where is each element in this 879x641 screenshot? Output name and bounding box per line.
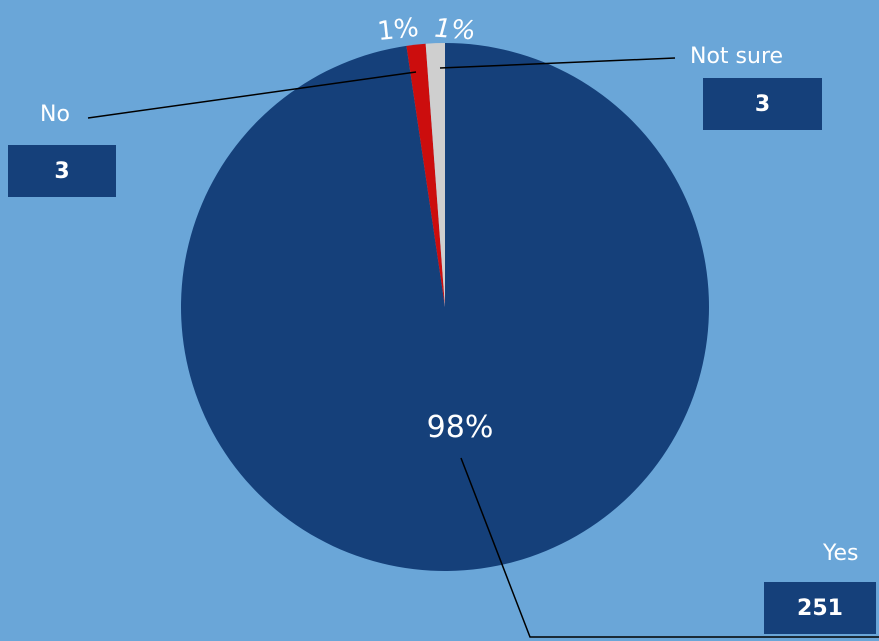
leader-lines bbox=[87, 57, 879, 638]
category-label-yes: Yes bbox=[823, 541, 859, 566]
category-label-notsure: Not sure bbox=[690, 44, 784, 69]
count-badge-notsure: 3 bbox=[703, 78, 822, 130]
count-badge-no: 3 bbox=[8, 145, 116, 197]
data-label-yes-percent: 98% bbox=[427, 410, 494, 445]
data-label-no-percent: 1% bbox=[376, 13, 420, 47]
count-badge-yes: 251 bbox=[764, 582, 876, 634]
pie-slice-notsure bbox=[425, 43, 445, 307]
category-label-no: No bbox=[40, 102, 70, 127]
leader-line-yes bbox=[460, 457, 879, 638]
pie-slice-no bbox=[406, 43, 445, 307]
data-label-notsure-percent: 1% bbox=[433, 14, 476, 47]
leader-line-no bbox=[87, 71, 417, 119]
pie-slice-yes bbox=[180, 43, 709, 571]
leader-line-notsure bbox=[439, 57, 676, 69]
pie-slices bbox=[180, 43, 709, 571]
